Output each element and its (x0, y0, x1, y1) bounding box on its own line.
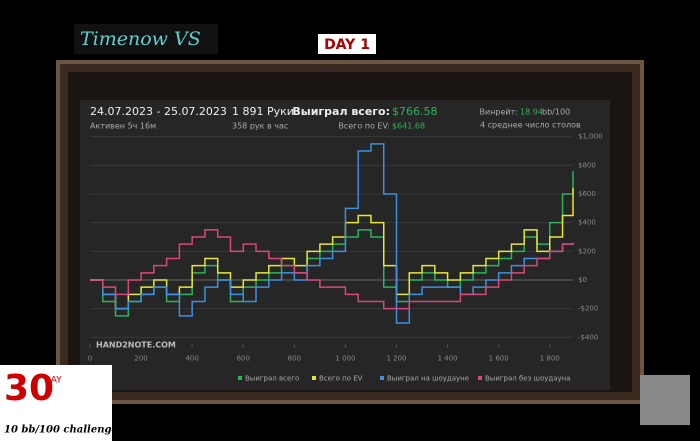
y-tick-label: $600 (578, 190, 596, 198)
y-tick-label: $400 (578, 219, 596, 227)
winrate-value: 18.94 (520, 108, 543, 117)
y-tick-label: -$200 (578, 305, 598, 313)
brand: Timenow VS (80, 28, 201, 50)
badge-count: 30 (4, 368, 54, 409)
hands: 1 891 Руки (232, 105, 294, 118)
legend-label: Выиграл на шоудауне (387, 375, 469, 383)
x-tick-label: 1 600 (489, 355, 509, 363)
x-tick-label: 200 (134, 355, 147, 363)
x-tick-label: 400 (185, 355, 198, 363)
x-tick-label: 800 (288, 355, 301, 363)
plot: -$400 -$200 $0 $200 $400 $600 $800 $1,000 0 200 40… (88, 133, 603, 383)
x-tick-label: 600 (237, 355, 250, 363)
legend-label: Всего по EV (319, 375, 363, 383)
series-line (90, 229, 574, 310)
brand-box (74, 24, 218, 54)
badge (0, 365, 112, 441)
x-tick-label: 1 400 (438, 355, 458, 363)
ev-value: $641.68 (392, 122, 425, 131)
tables: 4 среднее число столов (480, 121, 581, 130)
per-hour: 358 рук в час (232, 122, 288, 131)
y-tick-label: -$400 (578, 333, 598, 341)
legend-swatch (478, 376, 482, 380)
winrate-unit: bb/100 (542, 108, 570, 117)
x-tick-label: 1 800 (540, 355, 560, 363)
dates: 24.07.2023 - 25.07.2023 (90, 105, 227, 118)
y-tick-label: $1,000 (578, 133, 603, 141)
legend-swatch (238, 376, 242, 380)
legend-label: Выиграл всего (245, 375, 299, 383)
day: DAY 1 (324, 37, 370, 53)
y-tick-label: $200 (578, 247, 596, 255)
won-value: $766.58 (392, 105, 438, 118)
active: Активен 5ч 16м (90, 122, 156, 131)
x-tick-label: 0 (88, 355, 92, 363)
y-tick-label: $800 (578, 161, 596, 169)
series-line (90, 143, 574, 324)
ev-label: Всего по EV: (338, 122, 390, 131)
day-box (318, 34, 376, 54)
badge-unit: DAY (44, 376, 62, 386)
avatar (640, 375, 690, 425)
legend-swatch (312, 376, 316, 380)
y-tick-label: $0 (578, 276, 587, 284)
watermark: HAND2NOTE.COM (96, 341, 176, 350)
x-tick-label: 1 200 (386, 355, 406, 363)
won-label: Выиграл всего: (292, 105, 390, 118)
legend-label: Выиграл без шоудауна (485, 375, 571, 383)
winrate-label: Винрейт: (480, 108, 518, 117)
challenge: 10 bb/100 challenge (4, 425, 118, 436)
legend-swatch (380, 376, 384, 380)
x-tick-label: 1 000 (335, 355, 355, 363)
